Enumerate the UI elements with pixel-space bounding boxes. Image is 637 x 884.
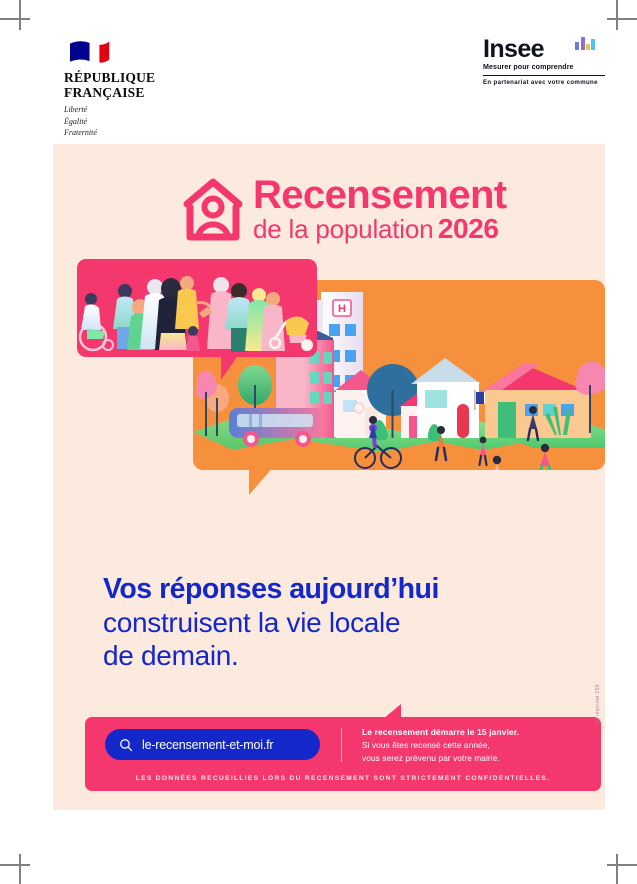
brand-year: 2026 <box>437 213 499 244</box>
crop-mark-top-left-v <box>19 0 21 30</box>
search-icon <box>120 738 133 751</box>
town-speech-bubble: H <box>193 280 605 470</box>
banner-info-line1: Si vous êtes recensé cette année, <box>362 740 490 750</box>
illustration: H <box>53 259 605 559</box>
recensement-brand: Recensement de la population 2026 <box>182 172 507 252</box>
headline-line1: Vos réponses aujourd’hui <box>103 573 439 605</box>
crop-mark-top-right-v <box>616 0 618 30</box>
town-bubble-tail <box>249 465 301 495</box>
headline: Vos réponses aujourd’hui construisent la… <box>103 572 573 672</box>
header: RÉPUBLIQUE FRANÇAISE Liberté Égalité Fra… <box>0 0 637 137</box>
crowd-scene <box>78 276 313 352</box>
banner-divider <box>341 728 343 762</box>
insee-wordmark-row: Insee <box>483 36 605 62</box>
insee-partner-text: En partenariat avec votre commune <box>483 79 598 86</box>
brand-subtitle: de la population <box>253 214 434 244</box>
motto-egalite: Égalité <box>64 116 88 126</box>
brand-subtitle-row: de la population 2026 <box>253 214 507 249</box>
crop-mark-bottom-left-v <box>19 854 21 884</box>
republique-line1: RÉPUBLIQUE <box>64 70 156 85</box>
brand-text: Recensement de la population 2026 <box>253 172 507 249</box>
crop-mark-top-left-h <box>0 18 30 20</box>
print-reference: N° imprimé 156 <box>595 684 601 725</box>
crowd-speech-bubble <box>77 259 317 357</box>
motto-liberte: Liberté <box>64 105 88 115</box>
crop-mark-bottom-right-v <box>616 854 618 884</box>
crop-mark-bottom-left-h <box>0 864 30 866</box>
svg-text:H: H <box>338 303 346 315</box>
house-person-icon <box>183 178 243 241</box>
confidentiality-notice: LES DONNÉES RECUEILLIES LORS DU RECENSEM… <box>135 775 551 782</box>
banner-info: Le recensement démarre le 15 janvier. Si… <box>362 726 592 764</box>
banner-tail <box>383 704 401 719</box>
crop-mark-top-right-h <box>607 18 637 20</box>
town-scene: H <box>193 292 605 470</box>
poster-body: Recensement de la population 2026 <box>53 144 605 810</box>
banner-info-bold: Le recensement démarre le 15 janvier. <box>362 727 520 737</box>
republique-motto: Liberté Égalité Fraternité <box>64 104 214 139</box>
republique-francaise-logo: RÉPUBLIQUE FRANÇAISE Liberté Égalité Fra… <box>64 38 214 139</box>
insee-divider <box>483 75 605 76</box>
cta-banner: le-recensement-et-moi.fr Le recensement … <box>85 717 601 791</box>
brand-title: Recensement <box>253 173 507 217</box>
website-button[interactable]: le-recensement-et-moi.fr <box>105 729 320 760</box>
insee-wordmark: Insee <box>483 35 545 63</box>
republique-name: RÉPUBLIQUE FRANÇAISE <box>64 70 214 100</box>
insee-bars-icon <box>575 36 595 50</box>
website-url: le-recensement-et-moi.fr <box>142 737 274 752</box>
republique-line2: FRANÇAISE <box>64 85 145 101</box>
crop-mark-bottom-right-h <box>607 864 637 866</box>
crowd-bubble-tail <box>221 354 257 380</box>
headline-line2: construisent la vie locale <box>103 607 401 638</box>
insee-logo: Insee Mesurer pour comprendre En partena… <box>483 36 605 86</box>
headline-line3: de demain. <box>103 640 239 671</box>
insee-tagline: Mesurer pour comprendre <box>483 63 574 71</box>
banner-info-line2: vous serez prévenu par votre mairie. <box>362 752 500 763</box>
french-flag-icon <box>70 41 110 63</box>
motto-fraternite: Fraternité <box>64 128 97 138</box>
